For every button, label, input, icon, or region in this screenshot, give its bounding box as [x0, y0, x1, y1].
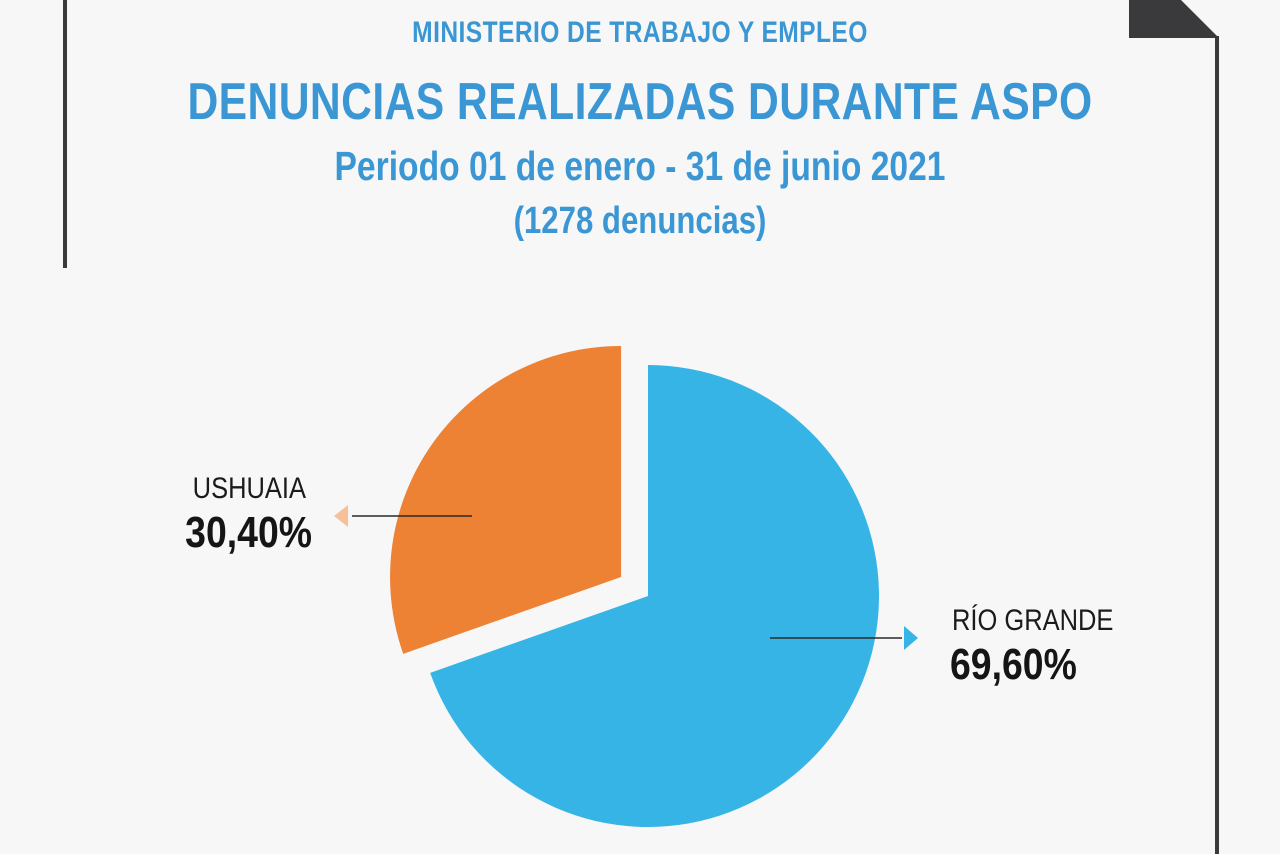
ministry-name: MINISTERIO DE TRABAJO Y EMPLEO: [412, 16, 868, 49]
ushuaia-label: USHUAIA: [193, 471, 307, 504]
rio-grande-percentage: 69,60%: [950, 639, 1077, 689]
ushuaia-arrow-icon: [334, 505, 348, 527]
rio-grande-label: RÍO GRANDE: [952, 603, 1113, 636]
frame-left-border: [63, 0, 67, 268]
rio-grande-arrow-icon: [904, 626, 918, 650]
pie-slice-ushuaia: [390, 345, 622, 654]
frame-right-border: [1215, 36, 1219, 854]
chart-period: Periodo 01 de enero - 31 de junio 2021: [334, 143, 946, 189]
corner-tab: [1129, 0, 1219, 38]
pie-slice-rio-grande: [430, 365, 880, 827]
total-count: (1278 denuncias): [513, 200, 767, 242]
chart-title: DENUNCIAS REALIZADAS DURANTE ASPO: [187, 73, 1093, 131]
ushuaia-percentage: 30,40%: [185, 507, 312, 557]
